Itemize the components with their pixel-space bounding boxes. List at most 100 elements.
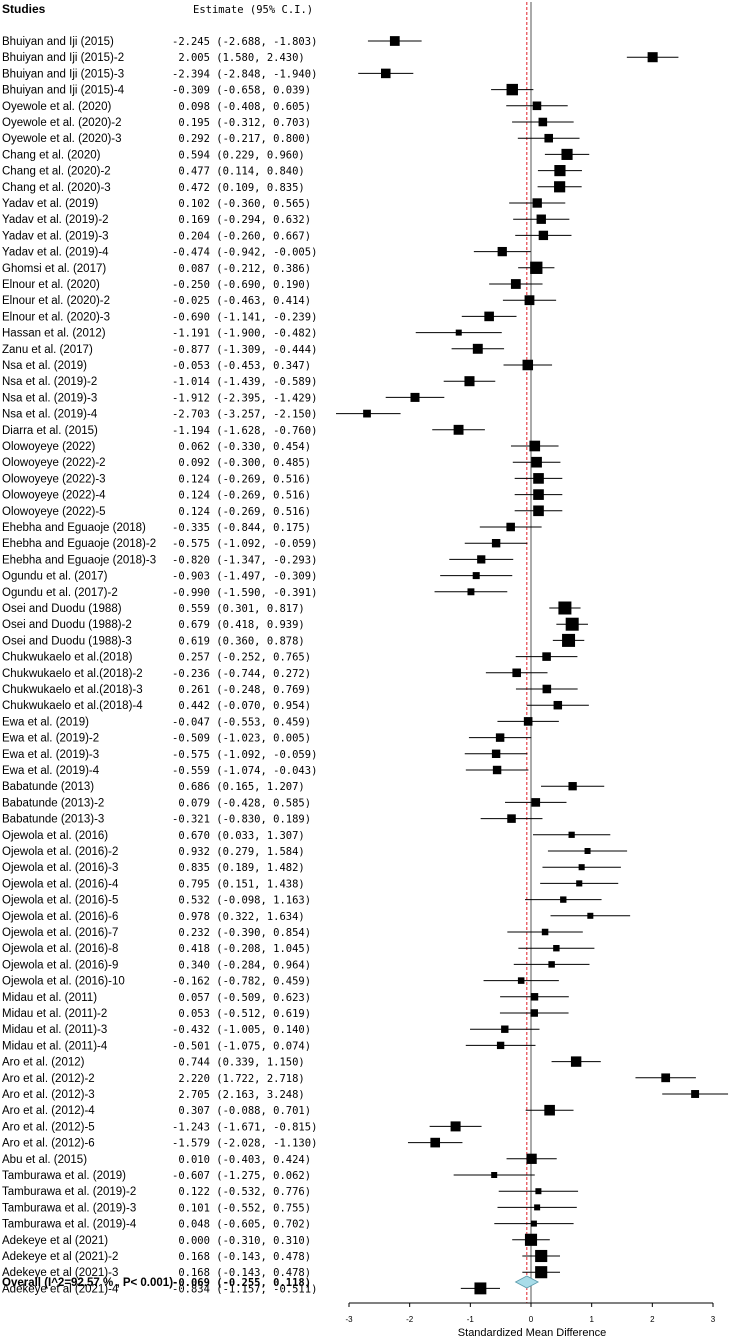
- study-label: Tamburawa et al. (2019): [2, 1170, 126, 1182]
- study-estimate-ci: 0.000 (-0.310, 0.310): [172, 1235, 311, 1247]
- study-estimate-ci: 2.005 (1.580, 2.430): [172, 52, 305, 64]
- study-point: [565, 617, 579, 631]
- study-label: Tamburawa et al. (2019)-2: [2, 1186, 136, 1198]
- study-point: [538, 230, 549, 241]
- study-estimate-ci: 0.261 (-0.248, 0.769): [172, 684, 311, 696]
- study-estimate-ci: 0.204 (-0.260, 0.667): [172, 230, 311, 242]
- study-estimate-ci: -0.501 (-1.075, 0.074): [172, 1040, 311, 1052]
- study-point: [541, 928, 549, 936]
- study-label: Bhuiyan and Iji (2015)-3: [2, 68, 124, 80]
- study-estimate-ci: -0.250 (-0.690, 0.190): [172, 279, 311, 291]
- study-label: Chukwukaelo et al.(2018)-2: [2, 668, 143, 680]
- study-label: Ghomsi et al. (2017): [2, 263, 106, 275]
- study-estimate-ci: -1.191 (-1.900, -0.482): [172, 328, 317, 340]
- study-label: Osei and Duodu (1988)-3: [2, 635, 132, 647]
- study-estimate-ci: -0.053 (-0.453, 0.347): [172, 360, 311, 372]
- study-point: [363, 409, 371, 418]
- study-point: [472, 572, 480, 580]
- study-estimate-ci: 0.098 (-0.408, 0.605): [172, 101, 311, 113]
- study-estimate-ci: 0.168 (-0.143, 0.478): [172, 1267, 311, 1279]
- study-point: [562, 633, 576, 647]
- study-estimate-ci: 0.168 (-0.143, 0.478): [172, 1251, 311, 1263]
- study-estimate-ci: -0.025 (-0.463, 0.414): [172, 295, 311, 307]
- study-point: [576, 880, 583, 887]
- study-label: Ogundu et al. (2017): [2, 571, 108, 583]
- study-point: [524, 295, 535, 306]
- overall-diamond: [514, 1275, 540, 1289]
- overall-estimate-ci: -0.069 (-0.255, 0.118): [172, 1277, 311, 1289]
- overall-label: Overall (I^2=92.57 % , P< 0.001): [2, 1277, 173, 1289]
- study-point: [542, 652, 551, 661]
- study-point: [691, 1090, 700, 1098]
- study-estimate-ci: 0.340 (-0.284, 0.964): [172, 959, 311, 971]
- study-estimate-ci: 0.418 (-0.208, 1.045): [172, 943, 311, 955]
- study-label: Ewa et al. (2019): [2, 716, 89, 728]
- study-label: Aro et al. (2012)-2: [2, 1073, 95, 1085]
- study-estimate-ci: 0.124 (-0.269, 0.516): [172, 506, 311, 518]
- study-label: Midau et al. (2011)-3: [2, 1024, 107, 1036]
- study-point: [542, 684, 552, 694]
- study-point: [512, 668, 521, 678]
- study-label: Elnour et al. (2020)-2: [2, 295, 110, 307]
- study-label: Nsa et al. (2019)-4: [2, 409, 98, 421]
- x-tick-label: 1: [589, 1315, 594, 1324]
- study-label: Ojewola et al. (2016)-5: [2, 895, 118, 907]
- study-point: [554, 181, 566, 193]
- study-label: Babatunde (2013)-2: [2, 797, 104, 809]
- study-label: Nsa et al. (2019)-3: [2, 392, 97, 404]
- study-label: Ewa et al. (2019)-2: [2, 733, 99, 745]
- study-estimate-ci: 0.442 (-0.070, 0.954): [172, 700, 311, 712]
- study-point: [568, 831, 575, 838]
- study-label: Olowoyeye (2022)-3: [2, 473, 106, 485]
- study-label: Babatunde (2013)-3: [2, 814, 104, 826]
- study-point: [450, 1121, 461, 1132]
- study-label: Abu et al. (2015): [2, 1154, 87, 1166]
- study-estimate-ci: 0.257 (-0.252, 0.765): [172, 652, 311, 664]
- study-estimate-ci: 2.705 (2.163, 3.248): [172, 1089, 305, 1101]
- study-point: [491, 538, 501, 548]
- study-label: Diarra et al. (2015): [2, 425, 98, 437]
- study-point: [474, 1282, 487, 1295]
- study-point: [578, 864, 585, 871]
- study-point: [491, 1172, 498, 1178]
- study-label: Bhuiyan and Iji (2015)-4: [2, 85, 125, 97]
- study-estimate-ci: 0.477 (0.114, 0.840): [172, 166, 305, 178]
- study-estimate-ci: 0.169 (-0.294, 0.632): [172, 214, 311, 226]
- study-point: [522, 359, 534, 371]
- study-label: Oyewole et al. (2020): [2, 101, 111, 113]
- study-label: Adekeye et al (2021)-3: [2, 1267, 118, 1279]
- study-point: [536, 214, 546, 224]
- study-point: [535, 1249, 548, 1263]
- study-label: Yadav et al. (2019)-4: [2, 247, 109, 259]
- study-estimate-ci: 0.594 (0.229, 0.960): [172, 149, 305, 161]
- study-estimate-ci: 0.010 (-0.403, 0.424): [172, 1154, 311, 1166]
- study-label: Tamburawa et al. (2019)-4: [2, 1219, 137, 1231]
- study-label: Ehebha and Eguaoje (2018)-2: [2, 538, 156, 550]
- study-label: Nsa et al. (2019): [2, 360, 87, 372]
- study-label: Aro et al. (2012)-6: [2, 1138, 95, 1150]
- study-estimate-ci: -0.162 (-0.782, 0.459): [172, 976, 311, 988]
- study-estimate-ci: 0.232 (-0.390, 0.854): [172, 927, 311, 939]
- study-point: [477, 555, 486, 564]
- study-estimate-ci: 0.744 (0.339, 1.150): [172, 1057, 305, 1069]
- study-label: Olowoyeye (2022)-2: [2, 457, 106, 469]
- study-point: [529, 440, 541, 452]
- study-point: [532, 101, 542, 111]
- study-estimate-ci: -0.321 (-0.830, 0.189): [172, 814, 311, 826]
- study-point: [496, 1041, 505, 1050]
- study-point: [467, 588, 475, 596]
- study-estimate-ci: 0.079 (-0.428, 0.585): [172, 797, 311, 809]
- study-estimate-ci: -1.912 (-2.395, -1.429): [172, 392, 317, 404]
- study-label: Chang et al. (2020): [2, 149, 101, 161]
- study-rows: Bhuiyan and Iji (2015) -2.245 (-2.688, -1…: [2, 2, 729, 1303]
- study-point: [523, 717, 533, 726]
- study-point: [495, 733, 505, 742]
- study-point: [533, 505, 544, 517]
- study-point: [561, 148, 573, 160]
- study-estimate-ci: -0.834 (-1.157, -0.511): [172, 1283, 317, 1295]
- study-point: [389, 36, 400, 46]
- study-estimate-ci: 0.057 (-0.509, 0.623): [172, 992, 311, 1004]
- study-estimate-ci: 0.292 (-0.217, 0.800): [172, 133, 311, 145]
- study-label: Aro et al. (2012)-5: [2, 1121, 95, 1133]
